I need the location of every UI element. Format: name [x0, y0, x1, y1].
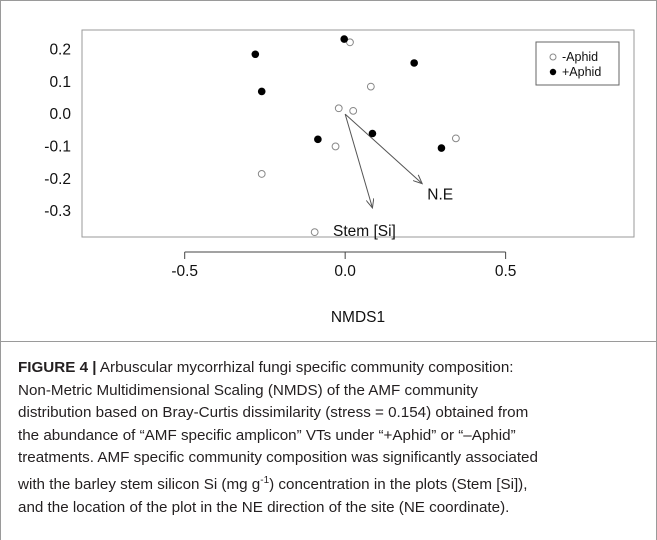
point-0-1	[366, 82, 375, 91]
point-1-3	[257, 87, 266, 96]
nmds-plot: -0.5 0.0 0.5 0.2 0.1 0.0 -0.1 -0.2 -0.3 N.E Stem …	[44, 29, 635, 326]
caption-line-2: Non-Metric Multidimensional Scaling (NMD…	[18, 381, 478, 399]
x-axis-title: NMDS1	[331, 309, 385, 326]
axes: -0.5 0.0 0.5 0.2 0.1 0.0 -0.1 -0.2 -0.3	[44, 41, 516, 280]
figure-caption: FIGURE 4 | Arbuscular mycorrhizal fungi …	[18, 357, 648, 519]
legend-label-plus-aphid: +Aphid	[562, 65, 601, 79]
point-0-3	[349, 106, 358, 115]
point-1-0	[340, 35, 349, 43]
x-tick-label-1: 0.0	[334, 263, 356, 280]
caption-line-3: distribution based on Bray-Curtis dissim…	[18, 404, 529, 422]
vector-label-0: N.E	[427, 187, 453, 204]
legend-label-minus-aphid: -Aphid	[562, 50, 598, 64]
caption-superscript: -1	[260, 474, 270, 486]
caption-divider	[0, 341, 657, 342]
legend-marker-minus-aphid	[549, 53, 557, 61]
point-0-4	[331, 142, 340, 151]
legend-box	[535, 41, 620, 86]
vector-arrows: N.E Stem [Si]	[333, 113, 453, 240]
point-0-7	[310, 228, 319, 237]
point-0-2	[334, 104, 343, 113]
point-1-2	[410, 59, 418, 67]
legend-marker-plus-aphid	[549, 68, 557, 76]
y-tick-label-3: -0.1	[44, 138, 71, 155]
point-1-4	[314, 135, 322, 144]
x-tick-label-0: -0.5	[171, 263, 198, 280]
y-tick-label-1: 0.1	[49, 74, 71, 91]
point-0-6	[257, 170, 266, 178]
point-1-5	[368, 129, 377, 138]
caption-text-6b: ) concentration in the plots (Stem [Si])…	[269, 476, 528, 494]
data-points	[251, 35, 460, 237]
legend: -Aphid +Aphid	[535, 41, 620, 86]
y-tick-label-2: 0.0	[49, 106, 71, 123]
plot-area-box	[81, 29, 635, 238]
caption-line-4: the abundance of “AMF specific amplicon”…	[18, 426, 516, 444]
point-1-1	[251, 50, 260, 59]
vector-label-1: Stem [Si]	[333, 223, 396, 240]
x-tick-label-2: 0.5	[495, 263, 517, 280]
y-tick-label-4: -0.2	[44, 171, 71, 188]
caption-line-7: and the location of the plot in the NE d…	[18, 498, 510, 516]
vector-arrow-0	[344, 113, 422, 184]
caption-text-1: Arbuscular mycorrhizal fungi specific co…	[99, 359, 514, 376]
vector-arrow-1	[344, 113, 372, 208]
caption-line-1: FIGURE 4 | Arbuscular mycorrhizal fungi …	[18, 357, 648, 380]
caption-line-6: with the barley stem silicon Si (mg g-1)…	[18, 470, 648, 497]
caption-line-5: treatments. AMF specific community compo…	[18, 449, 538, 467]
y-tick-label-5: -0.3	[44, 203, 71, 220]
point-1-6	[437, 144, 446, 152]
caption-text-6a: with the barley stem silicon Si (mg g	[18, 476, 261, 494]
y-tick-label-0: 0.2	[49, 41, 71, 58]
point-0-0	[346, 38, 354, 47]
point-0-5	[451, 134, 460, 143]
figure-label: FIGURE 4 |	[18, 359, 97, 376]
